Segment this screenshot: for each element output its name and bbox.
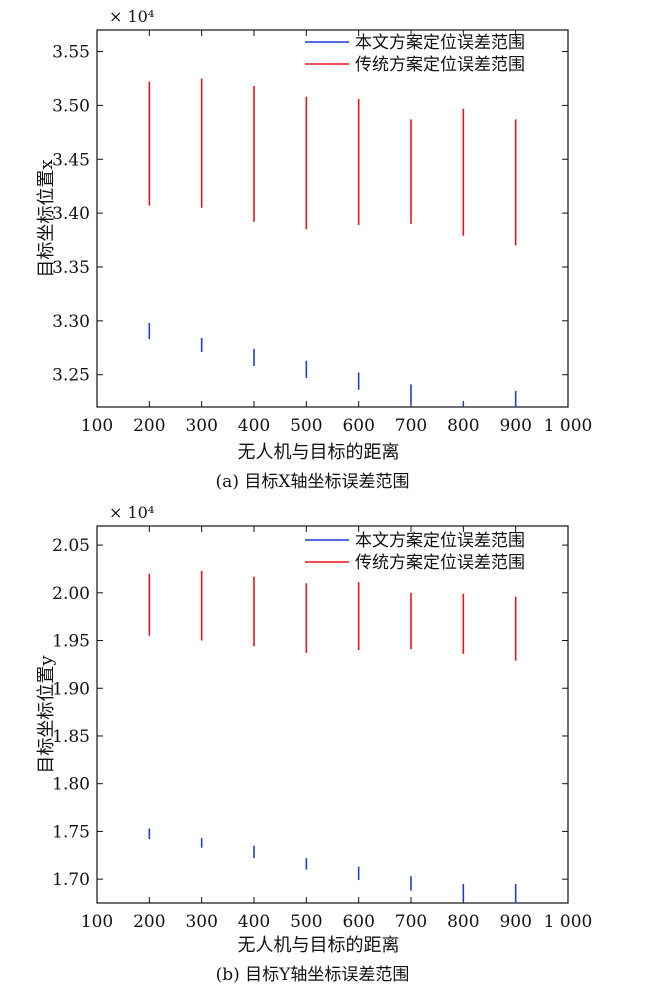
x-axis-label: 无人机与目标的距离: [238, 442, 400, 463]
y-tick-label: 3.50: [52, 96, 90, 116]
y-tick-label: 1.95: [52, 632, 90, 652]
plot-frame: [96, 525, 569, 904]
panel-caption: (a) 目标X轴坐标误差范围: [216, 472, 410, 492]
x-tick-label: 200: [133, 912, 165, 932]
y-tick-label: 1.80: [52, 775, 90, 795]
x-tick-label: 1 000: [544, 416, 593, 436]
x-tick-label: 800: [447, 912, 479, 932]
y-tick-label: 2.05: [52, 536, 90, 556]
y-tick-label: 3.40: [52, 204, 90, 224]
legend-label: 传统方案定位误差范围: [355, 553, 525, 573]
x-tick-label: 300: [185, 416, 217, 436]
x-tick-label: 600: [342, 416, 374, 436]
y-axis-label: 目标坐标位置y: [36, 655, 57, 774]
y-tick-label: 1.70: [52, 870, 90, 890]
x-tick-label: 400: [238, 416, 270, 436]
y-tick-label: 1.90: [52, 679, 90, 699]
panel-caption: (b) 目标Y轴坐标误差范围: [216, 965, 410, 985]
x-tick-label: 900: [499, 912, 531, 932]
y-axis-multiplier: × 10⁴: [109, 7, 154, 26]
x-tick-label: 900: [499, 416, 531, 436]
y-tick-label: 3.25: [52, 366, 90, 386]
legend-label: 本文方案定位误差范围: [355, 33, 525, 53]
x-tick-label: 100: [81, 912, 113, 932]
x-tick-label: 1 000: [544, 912, 593, 932]
y-tick-label: 1.85: [52, 727, 90, 747]
x-tick-label: 700: [395, 416, 427, 436]
x-axis-label: 无人机与目标的距离: [238, 935, 400, 956]
y-tick-label: 3.45: [52, 150, 90, 170]
legend-label: 本文方案定位误差范围: [355, 531, 525, 551]
y-tick-label: 3.30: [52, 312, 90, 332]
chart-panel-b: 100 200 300 400 500 600 700 800 900 1 000 1.70 1.75…: [36, 503, 592, 985]
x-tick-label: 200: [133, 416, 165, 436]
plot-frame: [96, 29, 569, 408]
x-tick-label: 100: [81, 416, 113, 436]
y-tick-label: 1.75: [52, 822, 90, 842]
x-tick-label: 400: [238, 912, 270, 932]
y-tick-label: 2.00: [52, 584, 90, 604]
x-tick-label: 500: [290, 912, 322, 932]
y-tick-label: 3.35: [52, 258, 90, 278]
x-tick-label: 500: [290, 416, 322, 436]
x-tick-label: 700: [395, 912, 427, 932]
y-axis-multiplier: × 10⁴: [109, 503, 154, 522]
x-tick-label: 300: [185, 912, 217, 932]
legend-label: 传统方案定位误差范围: [355, 55, 525, 75]
x-tick-label: 800: [447, 416, 479, 436]
x-tick-label: 600: [342, 912, 374, 932]
chart-panel-a: 100 200 300 400 500 600 700 800 900 1 000 3.25 3.30…: [36, 7, 592, 492]
y-tick-label: 3.55: [52, 43, 90, 63]
y-axis-label: 目标坐标位置x: [36, 159, 57, 277]
